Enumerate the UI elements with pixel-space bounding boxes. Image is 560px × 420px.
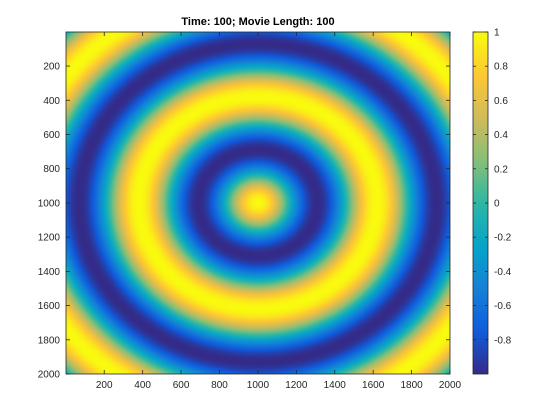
x-tick-label: 2000 [439, 380, 462, 391]
colorbar-ticks: 1 0.8 0.6 0.4 0.2 0 -0.2 -0.4 -0.6 -0.8 [473, 28, 512, 346]
x-tick-label: 1000 [247, 380, 270, 391]
y-tick-label: 1200 [38, 233, 61, 244]
x-tick-label: 600 [173, 380, 190, 391]
colorbar-tick-label: -0.6 [494, 301, 512, 312]
colorbar-tick-label: 0.2 [494, 164, 508, 175]
y-tick-label: 1000 [38, 198, 61, 209]
x-tick-label: 200 [96, 380, 113, 391]
colorbar-tick-label: 0 [494, 199, 500, 210]
heatmap-image [66, 32, 450, 374]
x-tick-label: 800 [211, 380, 228, 391]
x-tick-label: 400 [134, 380, 151, 391]
chart-title: Time: 100; Movie Length: 100 [181, 16, 334, 28]
colorbar-tick-label: -0.8 [494, 335, 512, 346]
y-tick-label: 200 [43, 62, 60, 73]
y-axis-ticks: 200 400 600 800 1000 1200 1400 1600 1800 2000 [38, 62, 450, 381]
colorbar-tick-label: -0.4 [494, 267, 512, 278]
x-tick-label: 1400 [324, 380, 347, 391]
y-tick-label: 1400 [38, 267, 61, 278]
x-tick-label: 1600 [362, 380, 385, 391]
y-tick-label: 1800 [38, 335, 61, 346]
colorbar-tick-label: -0.2 [494, 233, 512, 244]
y-tick-label: 600 [43, 130, 60, 141]
colorbar-tick-label: 0.6 [494, 96, 508, 107]
x-tick-label: 1200 [285, 380, 308, 391]
x-tick-label: 1800 [400, 380, 423, 391]
y-tick-label: 800 [43, 164, 60, 175]
colorbar-tick-label: 0.8 [494, 62, 508, 73]
y-tick-label: 1600 [38, 301, 61, 312]
y-tick-label: 2000 [38, 370, 61, 381]
colorbar-tick-label: 0.4 [494, 130, 508, 141]
x-axis-ticks: 200 400 600 800 1000 1200 1400 1600 1800 2000 [96, 32, 462, 391]
colorbar-tick-label: 1 [494, 28, 500, 39]
y-tick-label: 400 [43, 96, 60, 107]
